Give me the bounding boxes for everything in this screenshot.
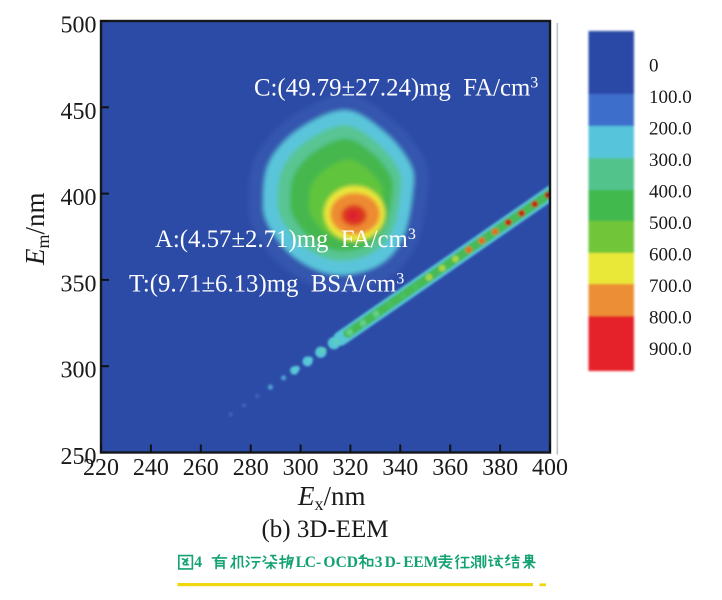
svg-text:A:(4.57±2.71)mg FA/cm3: A:(4.57±2.71)mg FA/cm3	[155, 226, 416, 253]
svg-text:800.0: 800.0	[649, 308, 692, 329]
svg-text:4: 4	[194, 554, 202, 571]
svg-text:900.0: 900.0	[649, 339, 692, 360]
svg-text:3: 3	[375, 554, 383, 571]
svg-text:450: 450	[61, 99, 97, 125]
svg-text:100.0: 100.0	[649, 87, 692, 108]
svg-text:-: -	[316, 554, 321, 571]
svg-text:Em/nm: Em/nm	[20, 192, 53, 266]
svg-text:D: D	[385, 554, 396, 571]
svg-text:280: 280	[233, 455, 269, 481]
svg-text:L: L	[296, 554, 306, 571]
svg-text:E: E	[403, 554, 413, 571]
svg-text:T:(9.71±6.13)mg BSA/cm3: T:(9.71±6.13)mg BSA/cm3	[129, 271, 404, 298]
svg-text:D: D	[347, 554, 358, 571]
svg-text:M: M	[424, 554, 439, 571]
svg-text:340: 340	[382, 455, 418, 481]
svg-text:350: 350	[61, 271, 97, 297]
svg-text:(b) 3D-EEM: (b) 3D-EEM	[261, 516, 388, 543]
svg-text:250: 250	[61, 444, 97, 470]
svg-text:360: 360	[432, 455, 468, 481]
svg-text:300: 300	[283, 455, 319, 481]
svg-text:200.0: 200.0	[649, 119, 692, 140]
svg-text:C: C	[336, 554, 347, 571]
svg-text:400: 400	[61, 185, 97, 211]
svg-text:260: 260	[183, 455, 219, 481]
svg-text:240: 240	[133, 455, 169, 481]
svg-text:300.0: 300.0	[649, 150, 692, 171]
svg-text:O: O	[323, 554, 335, 571]
svg-text:-: -	[396, 554, 401, 571]
svg-text:Ex/nm: Ex/nm	[297, 481, 366, 514]
svg-text:400: 400	[532, 455, 568, 481]
svg-text:380: 380	[482, 455, 518, 481]
svg-text:0: 0	[649, 56, 659, 77]
svg-text:500: 500	[61, 13, 97, 39]
svg-text:400.0: 400.0	[649, 182, 692, 203]
svg-text:C:(49.79±27.24)mg FA/cm3: C:(49.79±27.24)mg FA/cm3	[254, 75, 538, 102]
svg-text:C: C	[305, 554, 316, 571]
svg-text:600.0: 600.0	[649, 245, 692, 266]
svg-text:220: 220	[83, 455, 119, 481]
svg-text:700.0: 700.0	[649, 276, 692, 297]
svg-text:E: E	[413, 554, 423, 571]
svg-text:320: 320	[332, 455, 368, 481]
svg-text:300: 300	[61, 358, 97, 384]
svg-text:500.0: 500.0	[649, 213, 692, 234]
